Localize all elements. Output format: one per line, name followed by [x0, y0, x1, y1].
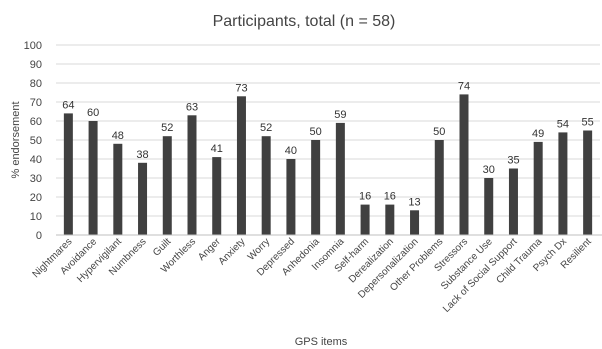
bar [385, 204, 395, 235]
bar [410, 210, 420, 235]
data-label: 16 [384, 191, 396, 203]
data-label: 63 [186, 101, 198, 113]
bar [360, 204, 370, 235]
bar [138, 162, 148, 235]
data-label: 73 [235, 82, 247, 94]
data-label: 40 [285, 145, 297, 157]
data-label: 55 [582, 117, 594, 129]
bar [558, 132, 568, 235]
data-label: 74 [458, 80, 470, 92]
bar [335, 122, 345, 235]
bar [261, 136, 271, 235]
bar [508, 168, 518, 235]
y-tick-label: 20 [30, 192, 42, 204]
data-label: 41 [211, 143, 223, 155]
y-tick-label: 0 [36, 230, 42, 242]
y-tick-label: 90 [30, 59, 42, 71]
y-tick-label: 50 [30, 135, 42, 147]
y-axis-ticks: 0 10 20 30 40 50 60 70 80 90 100 [24, 40, 42, 242]
y-tick-label: 30 [30, 173, 42, 185]
data-label: 60 [87, 107, 99, 119]
bar [88, 121, 98, 235]
data-label: 59 [334, 109, 346, 121]
bar [63, 113, 73, 235]
data-label: 16 [359, 191, 371, 203]
data-label: 30 [483, 164, 495, 176]
data-label: 52 [161, 122, 173, 134]
bar [113, 143, 123, 235]
y-axis-label: % endorsement [10, 101, 22, 178]
data-label: 54 [557, 118, 569, 130]
bar [286, 159, 296, 235]
y-tick-label: 100 [24, 40, 42, 52]
data-label: 49 [532, 128, 544, 140]
bar [533, 141, 543, 235]
bar [187, 115, 197, 235]
x-axis-label: GPS items [295, 336, 348, 348]
data-label: 50 [433, 126, 445, 138]
data-labels: 64 60 48 38 52 63 41 73 52 40 50 59 16 16 13 50 74 30 35 49… [62, 80, 594, 208]
y-tick-label: 80 [30, 78, 42, 90]
bar [459, 94, 469, 236]
gridlines [56, 44, 600, 217]
data-label: 35 [507, 155, 519, 167]
bar [162, 136, 172, 235]
bar [236, 96, 246, 235]
chart-title: Participants, total (n = 58) [213, 13, 396, 30]
bar [212, 157, 222, 235]
y-tick-label: 60 [30, 116, 42, 128]
data-label: 52 [260, 122, 272, 134]
bars [63, 94, 593, 236]
bar [434, 140, 444, 235]
data-label: 64 [62, 99, 74, 111]
data-label: 48 [112, 130, 124, 142]
y-tick-label: 40 [30, 154, 42, 166]
y-tick-label: 10 [30, 211, 42, 223]
y-tick-label: 70 [30, 97, 42, 109]
data-label: 38 [136, 149, 148, 161]
data-label: 13 [408, 196, 420, 208]
bar [583, 130, 593, 235]
x-tick-label: Anxiety [217, 236, 248, 267]
data-label: 50 [310, 126, 322, 138]
bar [311, 140, 321, 235]
x-axis-ticks: NightmaresAvoidanceHypervigilantNumbness… [31, 236, 594, 315]
bar [484, 178, 494, 235]
